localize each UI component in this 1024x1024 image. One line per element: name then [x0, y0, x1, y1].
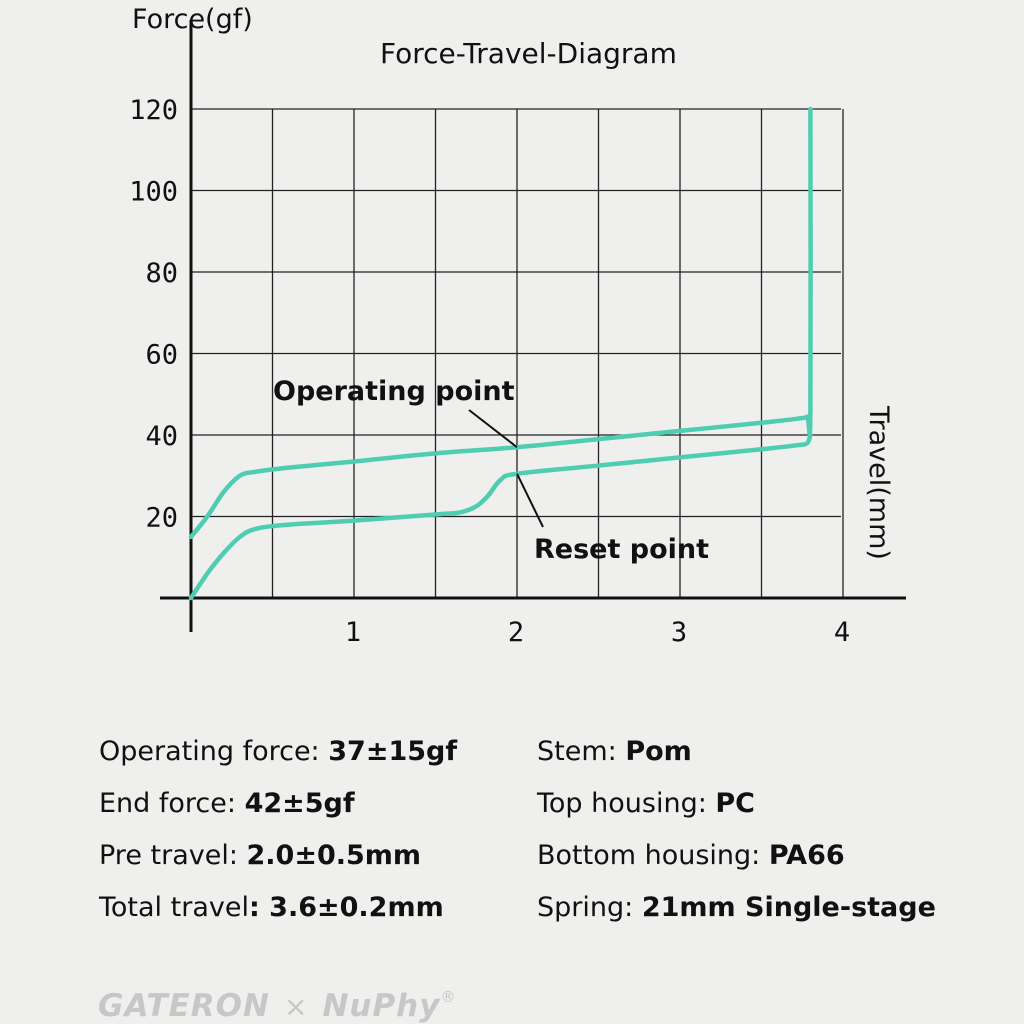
brand-logo: GATERON × NuPhy®	[98, 988, 456, 1024]
x-tick-label: 3	[671, 617, 687, 648]
spec-bottom-housing: Bottom housing: PA66	[537, 841, 845, 871]
chart-curves	[188, 106, 813, 601]
spec-value: PA66	[768, 840, 845, 871]
y-axis-label: Force(gf)	[132, 4, 253, 35]
y-tick-label: 60	[145, 340, 178, 371]
chart-ticks: 20 40 60 80 100 120 1 2 3 4	[129, 95, 850, 648]
spec-label: Bottom housing:	[537, 840, 769, 871]
spec-label: End force:	[99, 788, 245, 819]
operating-curve	[188, 106, 813, 540]
y-tick-label: 80	[145, 258, 178, 289]
spec-value: : 3.6±0.2mm	[248, 892, 444, 923]
registered-mark: ®	[440, 988, 457, 1006]
spec-total-travel: Total travel: 3.6±0.2mm	[99, 893, 444, 923]
y-tick-label: 100	[129, 177, 178, 208]
chart-annotations: Operating point Reset point	[273, 376, 709, 565]
spec-value: 37±15gf	[328, 736, 458, 767]
brand-separator: ×	[283, 990, 309, 1023]
annotation-reset-point: Reset point	[534, 534, 709, 565]
spec-pre-travel: Pre travel: 2.0±0.5mm	[99, 841, 421, 871]
spec-label: Spring:	[537, 892, 642, 923]
spec-label: Pre travel:	[99, 840, 247, 871]
annotation-operating-point: Operating point	[273, 376, 515, 407]
chart-grid	[191, 108, 844, 598]
brand-gateron: GATERON	[98, 988, 270, 1024]
x-tick-label: 4	[834, 617, 850, 648]
annotation-leader	[516, 473, 544, 528]
spec-spring: Spring: 21mm Single-stage	[537, 893, 936, 923]
spec-value: Pom	[625, 736, 692, 767]
x-tick-label: 1	[345, 617, 361, 648]
chart-title: Force-Travel-Diagram	[380, 37, 677, 70]
spec-value: 42±5gf	[244, 788, 355, 819]
spec-label: Top housing:	[537, 788, 716, 819]
y-tick-label: 40	[145, 421, 178, 452]
spec-stem: Stem: Pom	[537, 737, 692, 767]
spec-end-force: End force: 42±5gf	[99, 789, 355, 819]
spec-value: 21mm Single-stage	[641, 892, 936, 923]
spec-top-housing: Top housing: PC	[537, 789, 755, 819]
annotation-leader	[468, 409, 518, 449]
x-tick-label: 2	[508, 617, 524, 648]
spec-value: 2.0±0.5mm	[246, 840, 422, 871]
reset-curve	[188, 432, 813, 601]
spec-label: Stem:	[537, 736, 626, 767]
force-travel-chart: 20 40 60 80 100 120 1 2 3 4 Operating point Reset …	[129, 4, 906, 648]
brand-nuphy: NuPhy	[322, 988, 441, 1024]
spec-label: Total travel	[99, 892, 249, 923]
spec-value: PC	[715, 788, 755, 819]
spec-label: Operating force:	[99, 736, 329, 767]
y-tick-label: 120	[129, 95, 178, 126]
y-tick-label: 20	[145, 503, 178, 534]
spec-operating-force: Operating force: 37±15gf	[99, 737, 457, 767]
chart-axes	[160, 20, 906, 632]
x-axis-label: Travel(mm)	[863, 405, 894, 560]
